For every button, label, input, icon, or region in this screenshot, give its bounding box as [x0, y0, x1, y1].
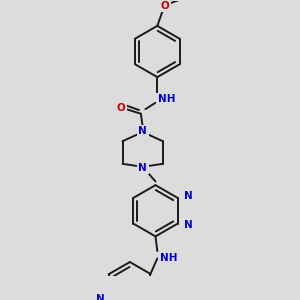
Text: O: O — [116, 103, 125, 113]
Text: NH: NH — [160, 254, 177, 263]
Text: N: N — [138, 163, 147, 173]
Text: N: N — [138, 126, 147, 136]
Text: N: N — [184, 191, 193, 201]
Text: N: N — [96, 294, 104, 300]
Text: NH: NH — [158, 94, 175, 104]
Text: N: N — [184, 220, 193, 230]
Text: O: O — [160, 1, 169, 11]
